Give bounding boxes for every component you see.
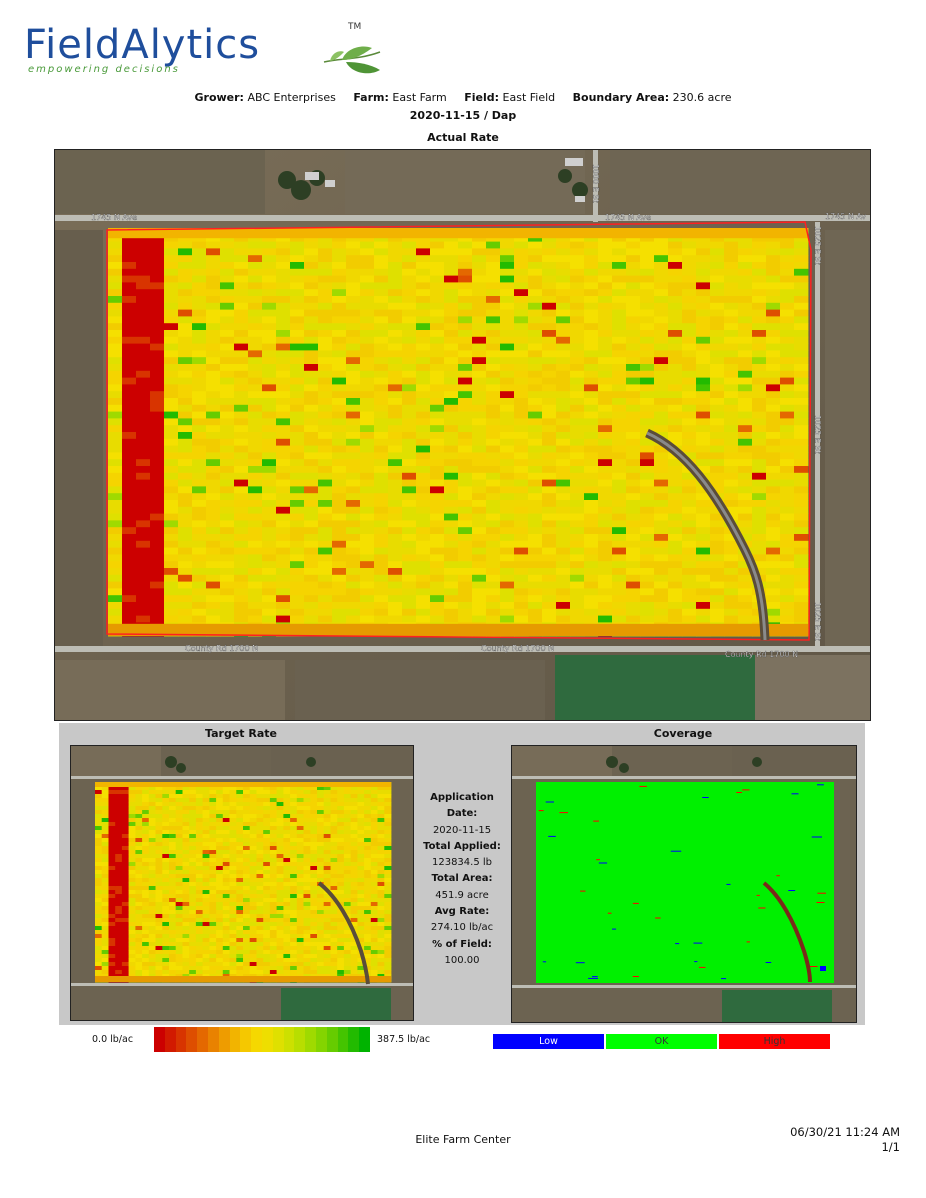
coverage-title: Coverage	[653, 727, 713, 740]
rate-legend-swatch	[283, 1027, 295, 1052]
date-product: 2020-11-15 / Dap	[409, 109, 517, 122]
actual-rate-map-canvas: 1745 N Ave 1745 N Ave 1745 N Av County R…	[55, 150, 870, 720]
target-rate-map-canvas	[71, 746, 413, 1020]
road-label: 1745 N Ave	[91, 213, 137, 222]
footer-page: 1/1	[881, 1140, 900, 1154]
grower-value: ABC Enterprises	[247, 91, 336, 104]
report-header-info: Grower: ABC Enterprises Farm: East Farm …	[0, 91, 926, 104]
rate-legend-swatch	[348, 1027, 360, 1052]
grower-label: Grower:	[194, 91, 244, 104]
logo-trademark: TM	[348, 22, 362, 32]
rate-legend-swatch	[164, 1027, 176, 1052]
total-area-value: 451.9 acre	[435, 889, 489, 901]
company-logo: FieldAlytics empowering decisions TM	[24, 18, 384, 80]
footer-company: Elite Farm Center	[415, 1133, 511, 1146]
rate-legend-swatch	[326, 1027, 338, 1052]
main-map-title: Actual Rate	[427, 131, 499, 144]
road-label: 1025 E St	[813, 415, 822, 454]
avg-rate-label: Avg Rate:	[434, 906, 490, 918]
rate-legend-swatch	[315, 1027, 327, 1052]
total-applied-label: Total Applied:	[423, 840, 501, 852]
rate-legend-swatch	[294, 1027, 306, 1052]
coverage-map-canvas	[512, 746, 856, 1022]
boundary-label: Boundary Area:	[572, 91, 670, 104]
rate-legend-swatch	[251, 1027, 262, 1052]
road-label: County Rd 1700 N	[185, 644, 258, 653]
avg-rate-value: 274.10 lb/ac	[430, 922, 494, 934]
rate-legend-swatch	[175, 1027, 187, 1052]
rate-legend-swatch	[197, 1027, 208, 1052]
coverage-legend-high: High	[719, 1034, 830, 1049]
coverage-legend-ok: OK	[606, 1034, 717, 1049]
app-date-value: 2020-11-15	[432, 824, 492, 836]
rate-legend-swatch	[229, 1027, 241, 1052]
field-label: Field:	[464, 91, 500, 104]
footer-meta: 06/30/21 11:24 AM 1/1	[790, 1125, 900, 1155]
rate-legend-min: 0.0 lb/ac	[92, 1034, 134, 1045]
road-label: County Rd 1700 N	[725, 650, 798, 659]
coverage-map[interactable]	[511, 745, 857, 1023]
rate-legend-gradient	[154, 1027, 370, 1052]
farm-value: East Farm	[392, 91, 447, 104]
road-label: 1025 E St	[813, 602, 822, 641]
leaf-icon	[323, 46, 381, 74]
target-rate-title: Target Rate	[205, 727, 277, 740]
road-label: 1025 E St	[813, 226, 822, 265]
rate-legend-swatch	[154, 1027, 165, 1052]
logo-brand: FieldAlytics	[24, 22, 261, 68]
field-value: East Field	[502, 91, 556, 104]
app-date-label: Application Date:	[430, 792, 494, 820]
road-label: 1745 N Av	[825, 212, 866, 221]
footer-timestamp: 06/30/21 11:24 AM	[790, 1125, 900, 1139]
rate-legend-swatch	[305, 1027, 316, 1052]
road-label: 1745 N Ave	[605, 213, 651, 222]
road-label: 1000 E St	[591, 164, 600, 203]
rate-legend-swatch	[272, 1027, 284, 1052]
pct-field-label: % of Field:	[432, 938, 492, 950]
rate-legend-swatch	[261, 1027, 273, 1052]
actual-rate-map[interactable]: 1745 N Ave 1745 N Ave 1745 N Av County R…	[54, 149, 871, 721]
road-label: County Rd 1700 N	[481, 644, 554, 653]
rate-legend-swatch	[337, 1027, 349, 1052]
rate-legend-swatch	[218, 1027, 230, 1052]
farm-label: Farm:	[353, 91, 389, 104]
logo-tagline: empowering decisions	[28, 64, 180, 75]
boundary-value: 230.6 acre	[672, 91, 732, 104]
total-applied-value: 123834.5 lb	[431, 857, 493, 869]
pct-field-value: 100.00	[444, 954, 480, 966]
total-area-label: Total Area:	[431, 873, 493, 885]
rate-legend-swatch	[186, 1027, 198, 1052]
rate-legend-swatch	[240, 1027, 252, 1052]
application-stats: Application Date: 2020-11-15 Total Appli…	[418, 790, 506, 969]
rate-legend-swatch	[359, 1027, 370, 1052]
rate-legend-max: 387.5 lb/ac	[377, 1034, 431, 1045]
rate-legend-swatch	[207, 1027, 219, 1052]
coverage-legend-low: Low	[493, 1034, 604, 1049]
target-rate-map[interactable]	[70, 745, 414, 1021]
